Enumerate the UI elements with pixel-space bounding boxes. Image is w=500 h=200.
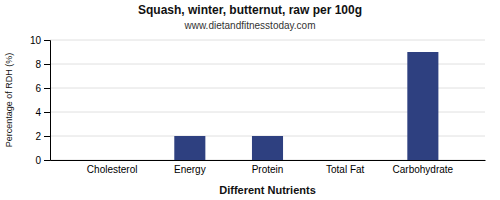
y-axis-title: Percentage of RDH (%) (4, 53, 14, 148)
y-tick: 10 (30, 35, 50, 46)
x-tick-label: Carbohydrate (393, 164, 454, 175)
grid (50, 40, 485, 160)
x-tick: Energy (174, 160, 206, 175)
y-tick-mark (44, 112, 50, 113)
y-tick: 6 (35, 83, 50, 94)
y-tick-label: 10 (30, 35, 42, 46)
chart-container: Squash, winter, butternut, raw per 100g w… (0, 0, 500, 200)
y-tick-label: 4 (35, 107, 41, 118)
y-tick-label: 2 (35, 131, 41, 142)
y-tick-label: 8 (35, 59, 41, 70)
y-tick: 2 (35, 131, 50, 142)
bar (407, 52, 438, 160)
y-tick: 4 (35, 107, 50, 118)
chart-svg: Squash, winter, butternut, raw per 100g w… (0, 0, 500, 200)
bars (174, 52, 438, 160)
x-tick-label: Protein (252, 164, 284, 175)
bar (97, 160, 128, 161)
y-axis-line (44, 41, 51, 161)
y-tick: 0 (35, 155, 50, 166)
x-tick-label: Cholesterol (87, 164, 138, 175)
x-tick: Cholesterol (87, 160, 138, 175)
x-tick: Total Fat (326, 160, 365, 175)
title: Squash, winter, butternut, raw per 100g (138, 3, 362, 17)
y-axis: 0 2 4 6 8 10 (30, 35, 51, 166)
bar (330, 160, 361, 161)
x-tick-label: Energy (174, 164, 206, 175)
subtitle: www.dietandfitnesstoday.com (184, 20, 316, 31)
bar (252, 136, 283, 160)
y-tick-label: 0 (35, 155, 41, 166)
x-tick-label: Total Fat (326, 164, 365, 175)
x-axis-title: Different Nutrients (219, 184, 316, 196)
y-tick-label: 6 (35, 83, 41, 94)
grid-line (50, 40, 485, 41)
x-axis-line (51, 160, 486, 161)
y-tick-mark (44, 160, 50, 161)
x-tick: Carbohydrate (393, 160, 454, 175)
x-axis: Cholesterol Energy Protein Total Fat Carbohy… (51, 160, 486, 175)
y-tick-mark (44, 64, 50, 65)
y-tick-mark (44, 40, 50, 41)
y-tick-mark (44, 88, 50, 89)
plot: Cholesterol Energy Protein Total Fat Carbohy… (30, 35, 486, 175)
y-tick: 8 (35, 59, 50, 70)
x-tick: Protein (252, 160, 284, 175)
y-tick-mark (44, 136, 50, 137)
bar (174, 136, 205, 160)
